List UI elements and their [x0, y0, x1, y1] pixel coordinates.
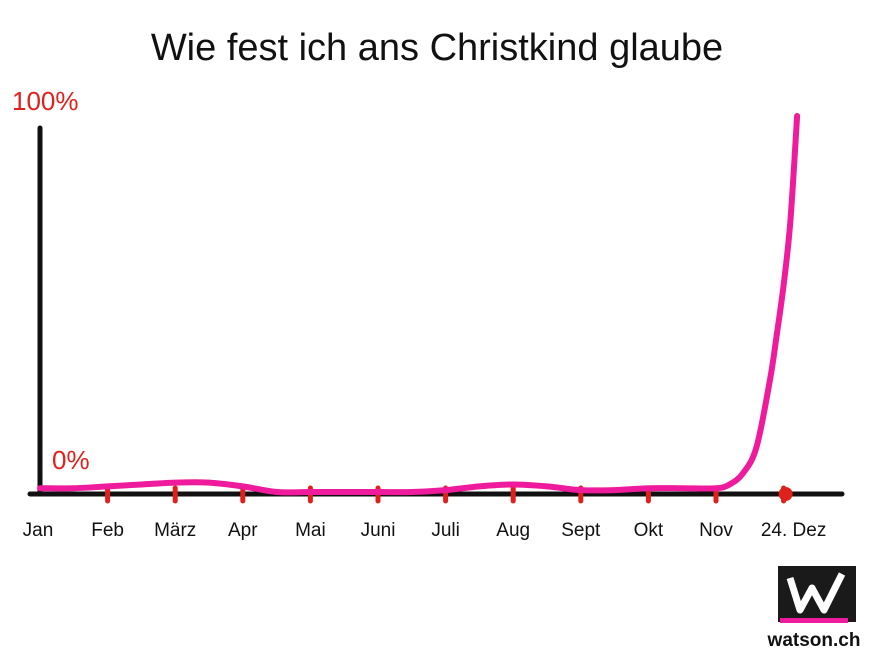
data-point: [510, 481, 516, 487]
x-tick-label: Aug: [496, 520, 530, 541]
y-label-0: 0%: [52, 445, 90, 475]
y-label-100: 100%: [12, 86, 79, 116]
data-point: [240, 483, 246, 489]
data-point: [727, 481, 733, 487]
data-point: [612, 487, 618, 493]
x-tick-label: Juni: [361, 520, 396, 541]
data-point: [578, 487, 584, 493]
data-point: [206, 480, 212, 486]
data-point: [37, 485, 43, 491]
x-tick-labels: Jan Feb März Apr Mai Juni Juli Aug Sept Okt Nov 24.…: [23, 520, 827, 541]
data-point: [544, 483, 550, 489]
x-tick-label: Nov: [699, 520, 733, 541]
data-point: [409, 489, 415, 495]
data-point: [679, 485, 685, 491]
data-point: [307, 489, 313, 495]
logo-underline: [780, 618, 848, 623]
data-point: [443, 487, 449, 493]
logo-text: watson.ch: [767, 630, 861, 651]
data-point: [274, 489, 280, 495]
x-tick-label: Apr: [228, 520, 258, 541]
x-axis-end-dot: [778, 487, 793, 501]
data-point: [105, 483, 111, 489]
data-point: [138, 481, 144, 487]
x-tick-label: Okt: [634, 520, 664, 541]
series-line: [37, 113, 801, 496]
data-point: [476, 483, 482, 489]
data-point: [767, 376, 773, 382]
data-point: [713, 485, 719, 491]
chart-title: Wie fest ich ans Christkind glaube: [151, 27, 723, 69]
data-point: [774, 331, 780, 337]
w-mark: [786, 572, 846, 614]
x-tick-label: Juli: [431, 520, 460, 541]
data-point: [71, 485, 77, 491]
x-tick-label: Mai: [295, 520, 326, 541]
x-tick-label: 24. Dez: [761, 520, 826, 541]
x-tick-label: Sept: [561, 520, 601, 541]
data-point: [375, 489, 381, 495]
data-point: [645, 485, 651, 491]
data-point: [781, 282, 787, 288]
data-point: [740, 470, 746, 476]
series-points: [37, 113, 800, 495]
x-tick-label: März: [154, 520, 196, 541]
x-tick-label: Jan: [23, 520, 54, 541]
data-point: [341, 489, 347, 495]
data-point: [172, 480, 178, 486]
x-tick-label: Feb: [91, 520, 124, 541]
watson-logo: watson.ch: [767, 566, 861, 651]
data-point: [787, 218, 793, 224]
data-point: [754, 444, 760, 450]
data-point: [794, 113, 800, 119]
